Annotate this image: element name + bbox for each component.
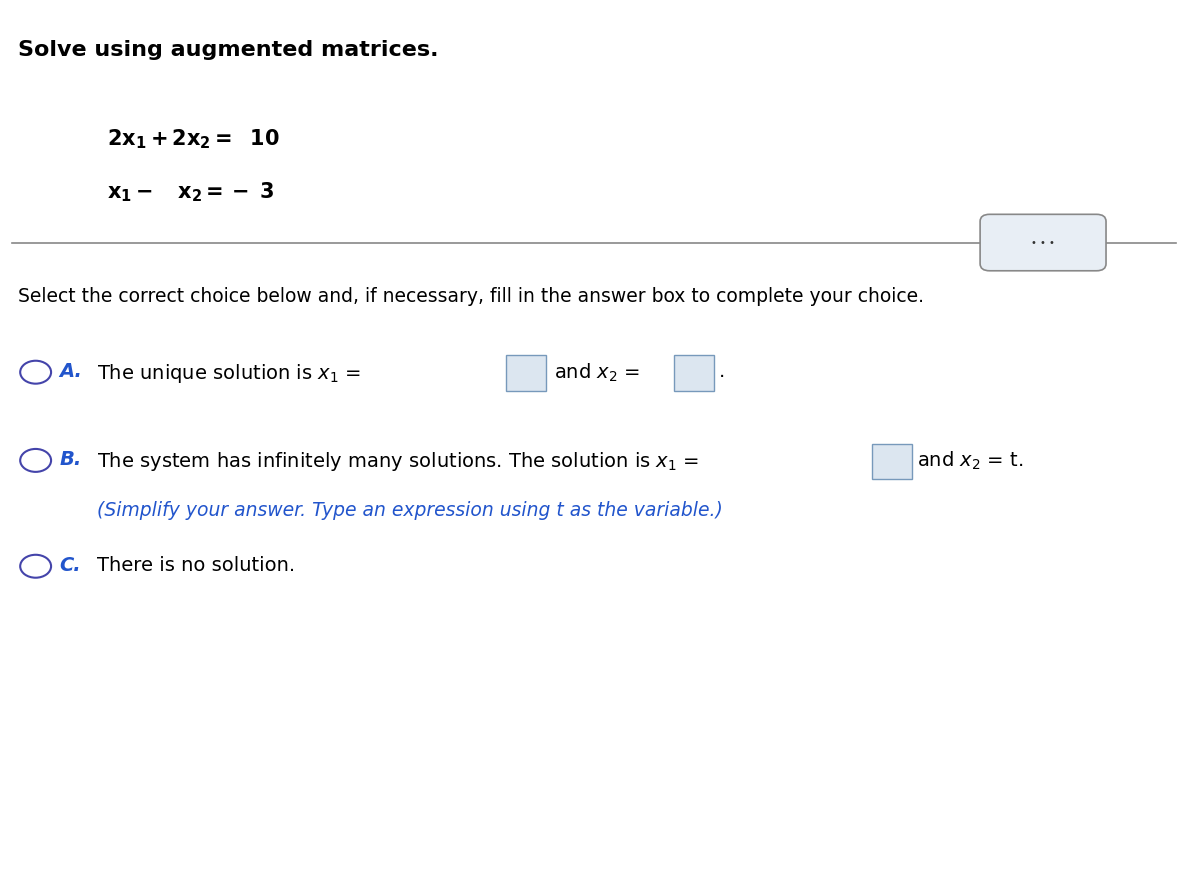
FancyBboxPatch shape <box>506 355 546 391</box>
Text: A.: A. <box>59 362 82 381</box>
Text: $\mathbf{x_1 -\ \ \ x_2 = -\ 3}$: $\mathbf{x_1 -\ \ \ x_2 = -\ 3}$ <box>107 181 274 205</box>
Text: Solve using augmented matrices.: Solve using augmented matrices. <box>18 40 438 60</box>
Text: $\mathbf{2x_1 + 2x_2 =\ \ 10}$: $\mathbf{2x_1 + 2x_2 =\ \ 10}$ <box>107 128 279 152</box>
FancyBboxPatch shape <box>674 355 714 391</box>
Text: Select the correct choice below and, if necessary, fill in the answer box to com: Select the correct choice below and, if … <box>18 287 924 306</box>
Text: and $x_2$ =: and $x_2$ = <box>554 362 642 384</box>
Text: B.: B. <box>59 450 82 469</box>
Text: There is no solution.: There is no solution. <box>97 556 296 575</box>
Text: .: . <box>719 362 725 381</box>
Text: The system has infinitely many solutions. The solution is $x_1$ =: The system has infinitely many solutions… <box>97 450 702 473</box>
FancyBboxPatch shape <box>872 444 912 479</box>
FancyBboxPatch shape <box>980 214 1106 271</box>
Text: The unique solution is $x_1$ =: The unique solution is $x_1$ = <box>97 362 364 385</box>
Text: (Simplify your answer. Type an expression using t as the variable.): (Simplify your answer. Type an expressio… <box>97 501 723 520</box>
Text: • • •: • • • <box>1031 237 1055 248</box>
Text: C.: C. <box>59 556 81 575</box>
Text: and $x_2$ = t.: and $x_2$ = t. <box>917 450 1023 472</box>
